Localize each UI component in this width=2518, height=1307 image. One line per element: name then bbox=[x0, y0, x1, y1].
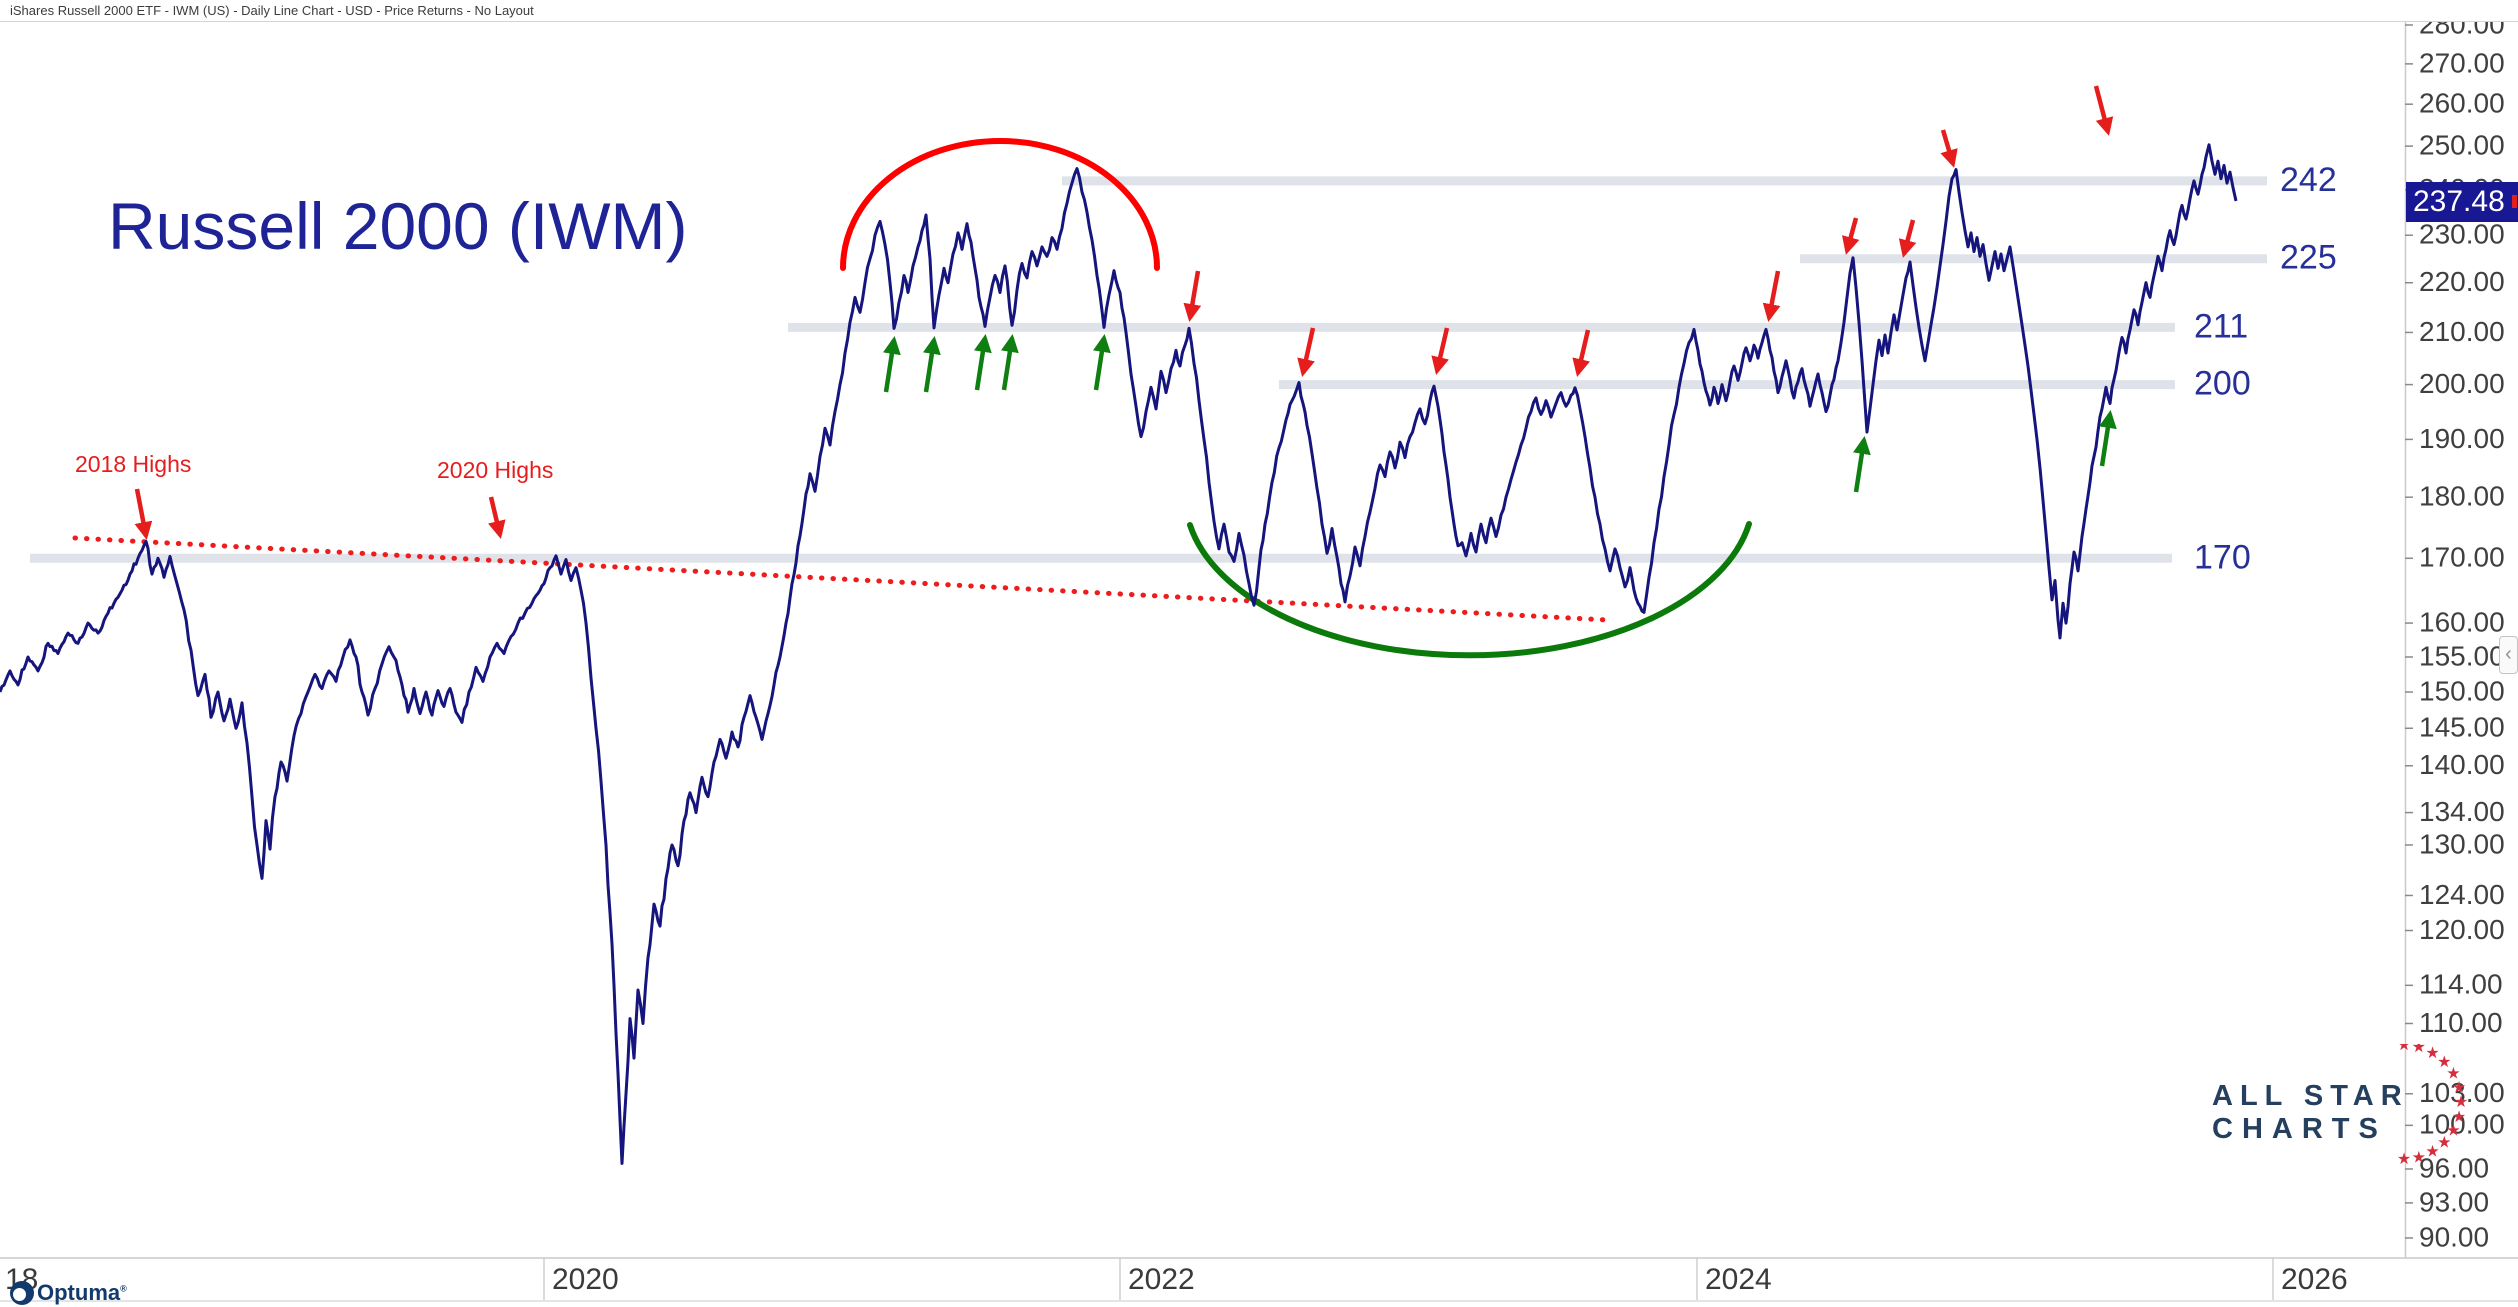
star-icon: ★ bbox=[2452, 1079, 2466, 1096]
y-tick-label: 103.00 bbox=[2419, 1077, 2505, 1108]
star-arc-icon: ★ ★ ★★★★★★★★★★★ bbox=[2397, 1044, 2468, 1168]
last-price-value: 237.48 bbox=[2413, 185, 2505, 218]
x-axis-label-2024: 2024 bbox=[1705, 1263, 1772, 1296]
level-label-225: 225 bbox=[2280, 239, 2337, 277]
y-tick-label: 220.00 bbox=[2419, 266, 2505, 297]
price-line[interactable] bbox=[0, 143, 2238, 1165]
y-tick-label: 170.00 bbox=[2419, 542, 2505, 573]
star-icon: ★ bbox=[2397, 1151, 2411, 1168]
y-tick-label: 200.00 bbox=[2419, 368, 2505, 399]
arrow-242-top-2025 bbox=[2093, 85, 2114, 136]
y-tick-label: 93.00 bbox=[2419, 1186, 2489, 1217]
arrow-200-reject-jul-2023 bbox=[1572, 329, 1591, 377]
chart-title: Russell 2000 (IWM) bbox=[108, 189, 688, 263]
downtrend-line[interactable] bbox=[72, 535, 1610, 623]
y-tick-label: 120.00 bbox=[2419, 914, 2505, 945]
y-tick-label: 270.00 bbox=[2419, 47, 2505, 78]
x-axis-label-2026: 2026 bbox=[2281, 1263, 2348, 1296]
star-icon: ★ bbox=[2397, 1044, 2411, 1054]
y-tick-label: 180.00 bbox=[2419, 481, 2505, 512]
price-alert-mark bbox=[2512, 195, 2517, 208]
arrow-225-reject-sep-2024 bbox=[1898, 219, 1917, 258]
allstarcharts-wordmark-line1: ALL STAR bbox=[2212, 1080, 2409, 1112]
x-axis-label-2022: 2022 bbox=[1128, 1263, 1195, 1296]
star-icon: ★ bbox=[2446, 1123, 2460, 1140]
y-tick-label: 140.00 bbox=[2419, 749, 2505, 780]
y-tick-label: 130.00 bbox=[2419, 828, 2505, 859]
arrow-2018-highs bbox=[134, 488, 153, 540]
titlebar: iShares Russell 2000 ETF - IWM (US) - Da… bbox=[0, 0, 2518, 22]
y-tick-label: 160.00 bbox=[2419, 606, 2505, 637]
arrow-211-retest-2022 bbox=[1183, 270, 1202, 322]
label-2018-highs: 2018 Highs bbox=[75, 451, 191, 477]
last-price-badge: 237.48 bbox=[2406, 182, 2518, 222]
y-tick-label: 260.00 bbox=[2419, 88, 2505, 119]
y-tick-label: 190.00 bbox=[2419, 423, 2505, 454]
y-tick-label: 90.00 bbox=[2419, 1221, 2489, 1252]
arrow-225-reject-jul-2024 bbox=[1841, 217, 1860, 255]
arrow-211-support-2 bbox=[922, 335, 941, 393]
arrow-2020-highs bbox=[488, 496, 506, 539]
star-icon: ★ bbox=[2454, 1094, 2468, 1111]
arrow-211-support-5 bbox=[1092, 333, 1111, 391]
label-2020-highs: 2020 Highs bbox=[437, 457, 553, 483]
arrow-200-reject-feb-2023 bbox=[1431, 327, 1450, 375]
chart-descriptor: iShares Russell 2000 ETF - IWM (US) - Da… bbox=[10, 3, 534, 18]
level-label-211: 211 bbox=[2194, 307, 2248, 345]
y-tick-label: 145.00 bbox=[2419, 712, 2505, 743]
y-tick-label: 155.00 bbox=[2419, 640, 2505, 671]
y-tick-label: 96.00 bbox=[2419, 1152, 2489, 1183]
y-tick-label: 134.00 bbox=[2419, 796, 2505, 827]
allstarcharts-wordmark-line2: CHARTS bbox=[2212, 1113, 2387, 1145]
level-label-170: 170 bbox=[2194, 538, 2251, 576]
star-icon: ★ bbox=[2446, 1066, 2460, 1083]
star-icon: ★ bbox=[2412, 1044, 2426, 1056]
arrow-211-support-3 bbox=[973, 333, 992, 391]
optuma-logo: Optuma® bbox=[10, 1280, 127, 1306]
star-icon: ★ bbox=[2425, 1144, 2439, 1161]
star-icon: ★ bbox=[2452, 1109, 2466, 1126]
distribution-top-arc[interactable] bbox=[840, 138, 1160, 271]
arrow-242-top-nov-2024 bbox=[1940, 129, 1958, 168]
accumulation-base-arc[interactable] bbox=[1187, 521, 1752, 659]
optuma-wordmark: Optuma bbox=[37, 1280, 121, 1305]
arrow-211-support-1 bbox=[882, 335, 901, 393]
registered-mark-icon: ® bbox=[120, 1283, 127, 1294]
allstarcharts-logo: ALL STAR CHARTS ★ ★ ★ ★ ★ ★ ★ ★ ★ ★ ★ ★ ★ bbox=[2212, 1044, 2512, 1178]
axis-collapse-button[interactable]: ‹ bbox=[2499, 636, 2518, 674]
y-tick-label: 210.00 bbox=[2419, 316, 2505, 347]
arrow-200-support-2025 bbox=[2098, 409, 2117, 467]
y-tick-label: 110.00 bbox=[2419, 1007, 2503, 1038]
level-label-242: 242 bbox=[2280, 161, 2337, 199]
arrow-200-support-2024 bbox=[1852, 435, 1871, 493]
arrow-200-reject-aug-2022 bbox=[1297, 327, 1316, 377]
optuma-icon bbox=[10, 1281, 34, 1305]
y-tick-label: 100.00 bbox=[2419, 1109, 2505, 1140]
y-tick-label: 230.00 bbox=[2419, 219, 2505, 250]
y-tick-label: 124.00 bbox=[2419, 879, 2505, 910]
x-axis-label-2020: 2020 bbox=[552, 1263, 619, 1296]
y-tick-label: 250.00 bbox=[2419, 130, 2505, 161]
star-icon: ★ bbox=[2425, 1045, 2439, 1062]
y-tick-label: 114.00 bbox=[2419, 969, 2503, 1000]
level-label-200: 200 bbox=[2194, 365, 2251, 403]
y-tick-label: 150.00 bbox=[2419, 675, 2505, 706]
star-icon: ★ bbox=[2412, 1149, 2426, 1166]
star-icon: ★ bbox=[2437, 1054, 2451, 1071]
star-icon: ★ bbox=[2437, 1135, 2451, 1152]
arrow-211-reject-2024 bbox=[1762, 270, 1781, 322]
arrow-211-support-4 bbox=[1000, 333, 1019, 391]
